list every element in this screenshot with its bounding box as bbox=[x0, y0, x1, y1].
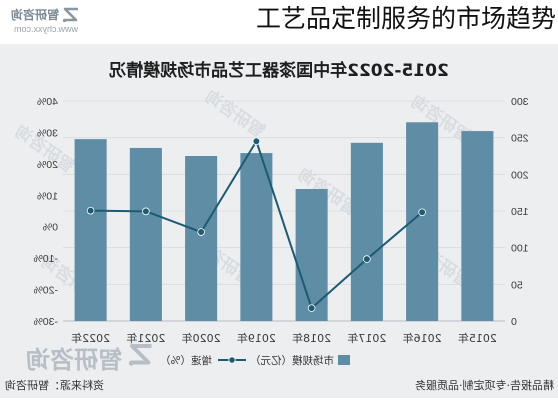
growth-axis-ticks: -30% -20% -10% 0% 10% 20% 30% 40% bbox=[33, 96, 58, 328]
line-point-2022 bbox=[86, 206, 95, 215]
footer-slogan: 精品报告·专项定制·品质服务 bbox=[415, 379, 554, 392]
growth-tick-label-5: 20% bbox=[37, 159, 58, 171]
size-tick-label-2: 100 bbox=[511, 243, 529, 255]
bar-2017 bbox=[350, 142, 383, 321]
size-tick-label-1: 50 bbox=[511, 279, 523, 291]
bar-2018 bbox=[295, 189, 328, 321]
category-label-2017: 2017年 bbox=[347, 331, 386, 345]
category-label-2021: 2021年 bbox=[126, 331, 165, 345]
growth-tick-label-2: -10% bbox=[33, 253, 58, 265]
category-label-2019: 2019年 bbox=[237, 331, 276, 345]
growth-tick-label-3: 0% bbox=[43, 222, 58, 234]
category-label-2022: 2022年 bbox=[71, 331, 110, 345]
line-point-2017 bbox=[363, 255, 371, 263]
bar-2022 bbox=[74, 139, 107, 321]
category-label-2015: 2015年 bbox=[458, 331, 497, 345]
bar-2019 bbox=[240, 153, 273, 321]
bar-2021 bbox=[129, 147, 162, 321]
zhiyan-logo-icon bbox=[128, 344, 152, 366]
growth-tick-label-4: 10% bbox=[37, 190, 58, 202]
line-point-2018 bbox=[307, 304, 316, 312]
growth-tick-label-7: 40% bbox=[37, 96, 58, 108]
category-label-2020: 2020年 bbox=[182, 331, 221, 345]
bar-2020 bbox=[185, 156, 218, 321]
legend-label-growth: 增速（%） bbox=[160, 354, 212, 367]
line-point-2021 bbox=[142, 207, 150, 216]
chart-title: 2015-2022年中国漆器工艺品市场规模情况 bbox=[109, 60, 449, 81]
footer-source: 资料来源：智研咨询 bbox=[5, 379, 104, 392]
legend-swatch-bar bbox=[338, 355, 350, 365]
legend-swatch-marker bbox=[228, 356, 236, 364]
growth-tick-label-1: -20% bbox=[33, 285, 58, 297]
legend: 市场规模（亿元） 增速（%） bbox=[160, 354, 350, 367]
line-point-2019 bbox=[252, 137, 261, 146]
category-axis-ticks: 2015年 2016年 2017年 2018年 2019年 2020年 2021年 2022年 bbox=[71, 331, 497, 345]
growth-tick-label-6: 30% bbox=[37, 127, 58, 139]
legend-label-size: 市场规模（亿元） bbox=[250, 354, 334, 367]
size-axis-ticks: 0 50 100 150 200 250 300 bbox=[511, 96, 529, 328]
size-tick-label-3: 150 bbox=[511, 206, 529, 218]
bar-2015 bbox=[461, 131, 494, 321]
size-tick-label-4: 200 bbox=[511, 169, 529, 181]
page-caption: 工艺品定制服务的市场趋势 bbox=[255, 4, 556, 33]
zhiyan-logo-icon bbox=[62, 7, 78, 23]
bar-series bbox=[74, 122, 494, 322]
line-point-2016 bbox=[418, 208, 426, 217]
size-tick-label-0: 0 bbox=[511, 316, 517, 328]
category-label-2016: 2016年 bbox=[403, 331, 442, 345]
line-series bbox=[86, 137, 426, 312]
category-label-2018: 2018年 bbox=[292, 331, 331, 345]
size-tick-label-6: 300 bbox=[511, 96, 529, 108]
growth-tick-label-0: -30% bbox=[33, 316, 58, 328]
line-point-2020 bbox=[197, 228, 205, 236]
size-tick-label-5: 250 bbox=[511, 133, 529, 145]
